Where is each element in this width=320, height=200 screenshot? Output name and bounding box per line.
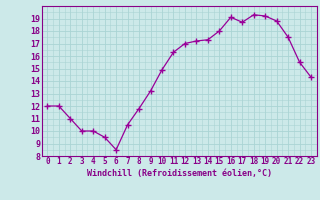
- X-axis label: Windchill (Refroidissement éolien,°C): Windchill (Refroidissement éolien,°C): [87, 169, 272, 178]
